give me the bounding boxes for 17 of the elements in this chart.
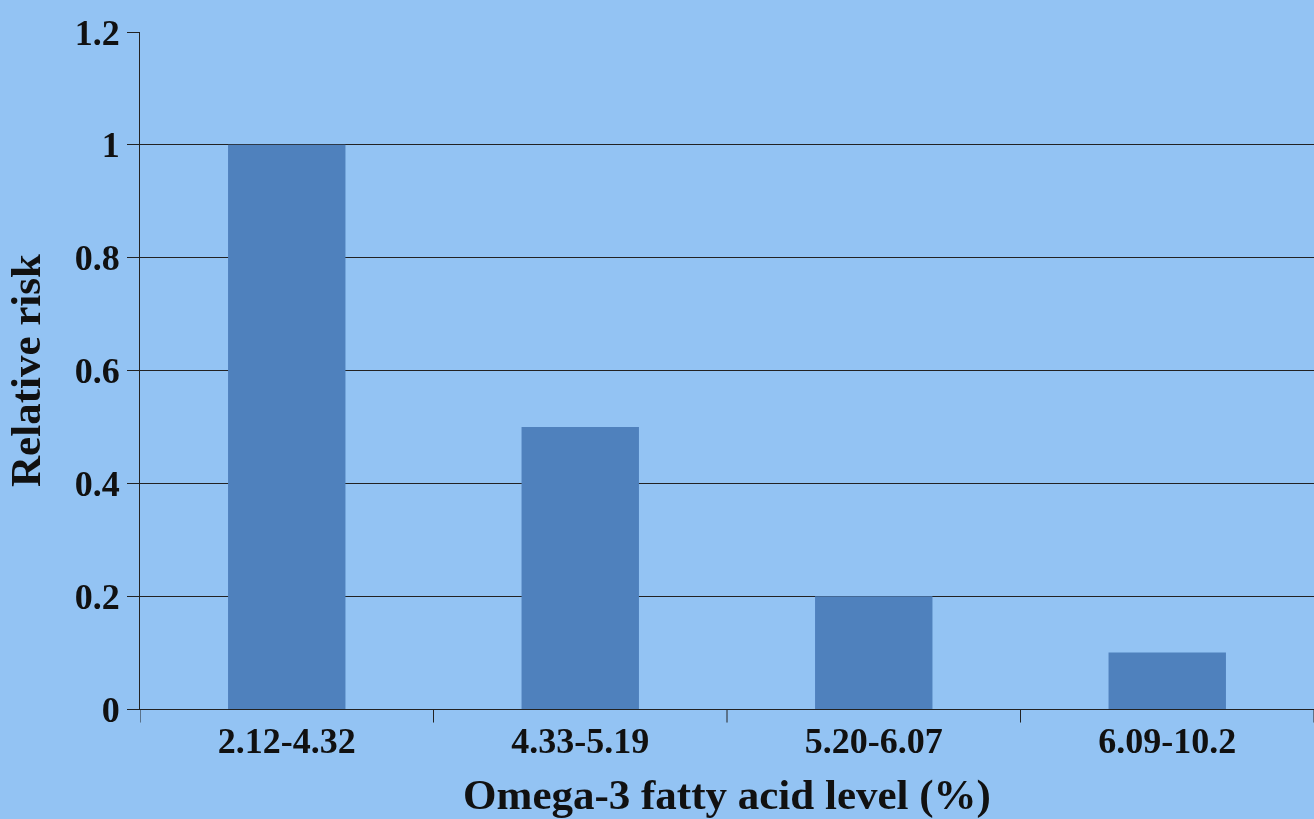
y-tick-label: 0.2 (74, 576, 120, 617)
bar (228, 144, 346, 709)
bar (521, 426, 639, 709)
x-tick-label: 4.33-5.19 (511, 721, 650, 762)
bar (1108, 652, 1226, 709)
x-tick-label: 2.12-4.32 (217, 721, 356, 762)
bar (815, 596, 933, 709)
y-axis-title: Relative risk (2, 253, 50, 487)
y-tick-label: 0.4 (74, 463, 120, 504)
y-tick-label: 0.6 (74, 351, 120, 392)
y-tick-label: 1.2 (74, 12, 120, 53)
y-tick-label: 1 (101, 125, 120, 166)
x-axis-title: Omega-3 fatty acid level (%) (463, 771, 991, 819)
x-tick-label: 6.09-10.2 (1098, 721, 1237, 762)
y-tick-label: 0.8 (74, 238, 120, 279)
x-tick-label: 5.20-6.07 (804, 721, 943, 762)
y-tick-label: 0 (101, 689, 120, 730)
